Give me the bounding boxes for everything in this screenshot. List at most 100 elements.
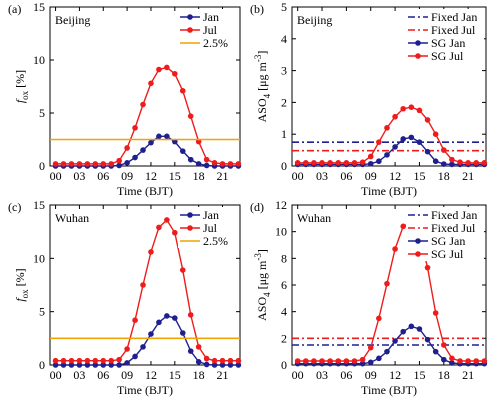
x-tick-label: 06 bbox=[97, 368, 109, 382]
data-point bbox=[432, 310, 439, 316]
data-point bbox=[416, 107, 423, 114]
data-point bbox=[424, 264, 431, 271]
x-tick-label: 09 bbox=[121, 368, 133, 382]
y-tick-label: 4 bbox=[281, 32, 287, 46]
y-axis-label-sub: 4 bbox=[262, 93, 272, 98]
legend-marker bbox=[187, 27, 193, 33]
data-point bbox=[367, 160, 374, 167]
data-point bbox=[219, 357, 226, 364]
x-tick-label: 00 bbox=[292, 169, 304, 183]
data-point bbox=[140, 282, 146, 288]
y-tick-label: 10 bbox=[33, 251, 45, 265]
x-tick-label: 12 bbox=[145, 368, 157, 382]
data-point bbox=[164, 313, 170, 319]
data-point bbox=[60, 357, 67, 364]
city-label: Beijing bbox=[55, 13, 90, 27]
data-point bbox=[440, 147, 447, 153]
data-point bbox=[203, 361, 210, 368]
data-point bbox=[392, 338, 398, 344]
data-point bbox=[60, 161, 67, 167]
y-axis-label: ASO4 [μg m-3] bbox=[253, 249, 272, 321]
y-tick-label: 2 bbox=[281, 331, 287, 345]
legend-label: Jul bbox=[203, 221, 218, 235]
y-tick-label: 5 bbox=[39, 305, 45, 319]
x-tick-label: 15 bbox=[413, 368, 425, 382]
legend-label: SG Jan bbox=[431, 234, 465, 248]
data-point bbox=[76, 161, 83, 167]
data-point bbox=[335, 358, 342, 364]
data-point bbox=[187, 156, 194, 163]
data-point bbox=[465, 358, 471, 364]
data-point bbox=[132, 353, 138, 360]
y-tick-label: 15 bbox=[33, 198, 45, 212]
x-tick-label: 12 bbox=[389, 169, 401, 183]
data-point bbox=[203, 156, 210, 163]
data-point bbox=[195, 359, 202, 365]
y-axis-label-sub: ox bbox=[20, 90, 30, 100]
data-point bbox=[76, 362, 83, 368]
data-point bbox=[235, 161, 242, 167]
data-point bbox=[327, 358, 333, 364]
x-tick-label: 15 bbox=[413, 169, 425, 183]
x-tick-label: 12 bbox=[389, 368, 401, 382]
x-tick-label: 21 bbox=[217, 368, 229, 382]
data-point bbox=[100, 362, 107, 368]
data-point bbox=[108, 357, 115, 364]
data-point bbox=[400, 223, 407, 230]
data-point bbox=[440, 356, 447, 363]
data-point bbox=[84, 357, 91, 364]
legend-label: SG Jul bbox=[431, 247, 464, 261]
data-point bbox=[327, 160, 333, 166]
data-point bbox=[408, 323, 415, 330]
data-point bbox=[92, 362, 99, 368]
data-point bbox=[148, 80, 154, 87]
data-point bbox=[302, 160, 309, 166]
data-point bbox=[384, 125, 390, 131]
data-point bbox=[211, 357, 218, 364]
data-point bbox=[367, 344, 374, 351]
data-point bbox=[52, 161, 59, 167]
x-tick-label: 18 bbox=[438, 169, 450, 183]
plot-frame bbox=[49, 204, 241, 366]
data-point bbox=[449, 156, 455, 163]
x-tick-label: 00 bbox=[50, 169, 62, 183]
data-point bbox=[76, 357, 83, 364]
data-point bbox=[335, 160, 342, 166]
data-point bbox=[68, 362, 75, 368]
legend-label: Fixed Jul bbox=[431, 23, 476, 37]
legend-label: Fixed Jul bbox=[431, 221, 476, 235]
data-point bbox=[319, 358, 325, 364]
legend-marker bbox=[187, 212, 193, 218]
data-point bbox=[195, 344, 202, 350]
data-point bbox=[84, 161, 91, 167]
data-point bbox=[164, 217, 170, 223]
data-point bbox=[116, 157, 122, 164]
data-point bbox=[311, 358, 317, 364]
y-tick-label: 6 bbox=[281, 278, 287, 292]
panel-label: (b) bbox=[250, 2, 264, 16]
y-axis-label-unit: [%] bbox=[13, 268, 27, 289]
data-point bbox=[116, 356, 122, 363]
y-tick-label: 12 bbox=[275, 198, 287, 212]
panel-label: (c) bbox=[8, 200, 21, 214]
data-point bbox=[92, 161, 99, 167]
data-point bbox=[432, 158, 439, 165]
legend-label: Jan bbox=[203, 10, 219, 24]
y-axis-label-sup: -3 bbox=[253, 253, 263, 261]
data-point bbox=[424, 148, 431, 155]
x-tick-label: 06 bbox=[340, 368, 352, 382]
data-point bbox=[465, 160, 471, 166]
y-tick-label: 3 bbox=[281, 64, 287, 78]
data-point bbox=[457, 159, 463, 165]
data-point bbox=[384, 280, 390, 287]
y-tick-label: 10 bbox=[275, 225, 287, 239]
data-point bbox=[172, 70, 178, 77]
data-point bbox=[449, 360, 455, 366]
y-tick-label: 5 bbox=[39, 106, 45, 120]
data-point bbox=[351, 160, 358, 166]
panel-label: (a) bbox=[8, 2, 21, 16]
x-tick-label: 18 bbox=[193, 368, 205, 382]
